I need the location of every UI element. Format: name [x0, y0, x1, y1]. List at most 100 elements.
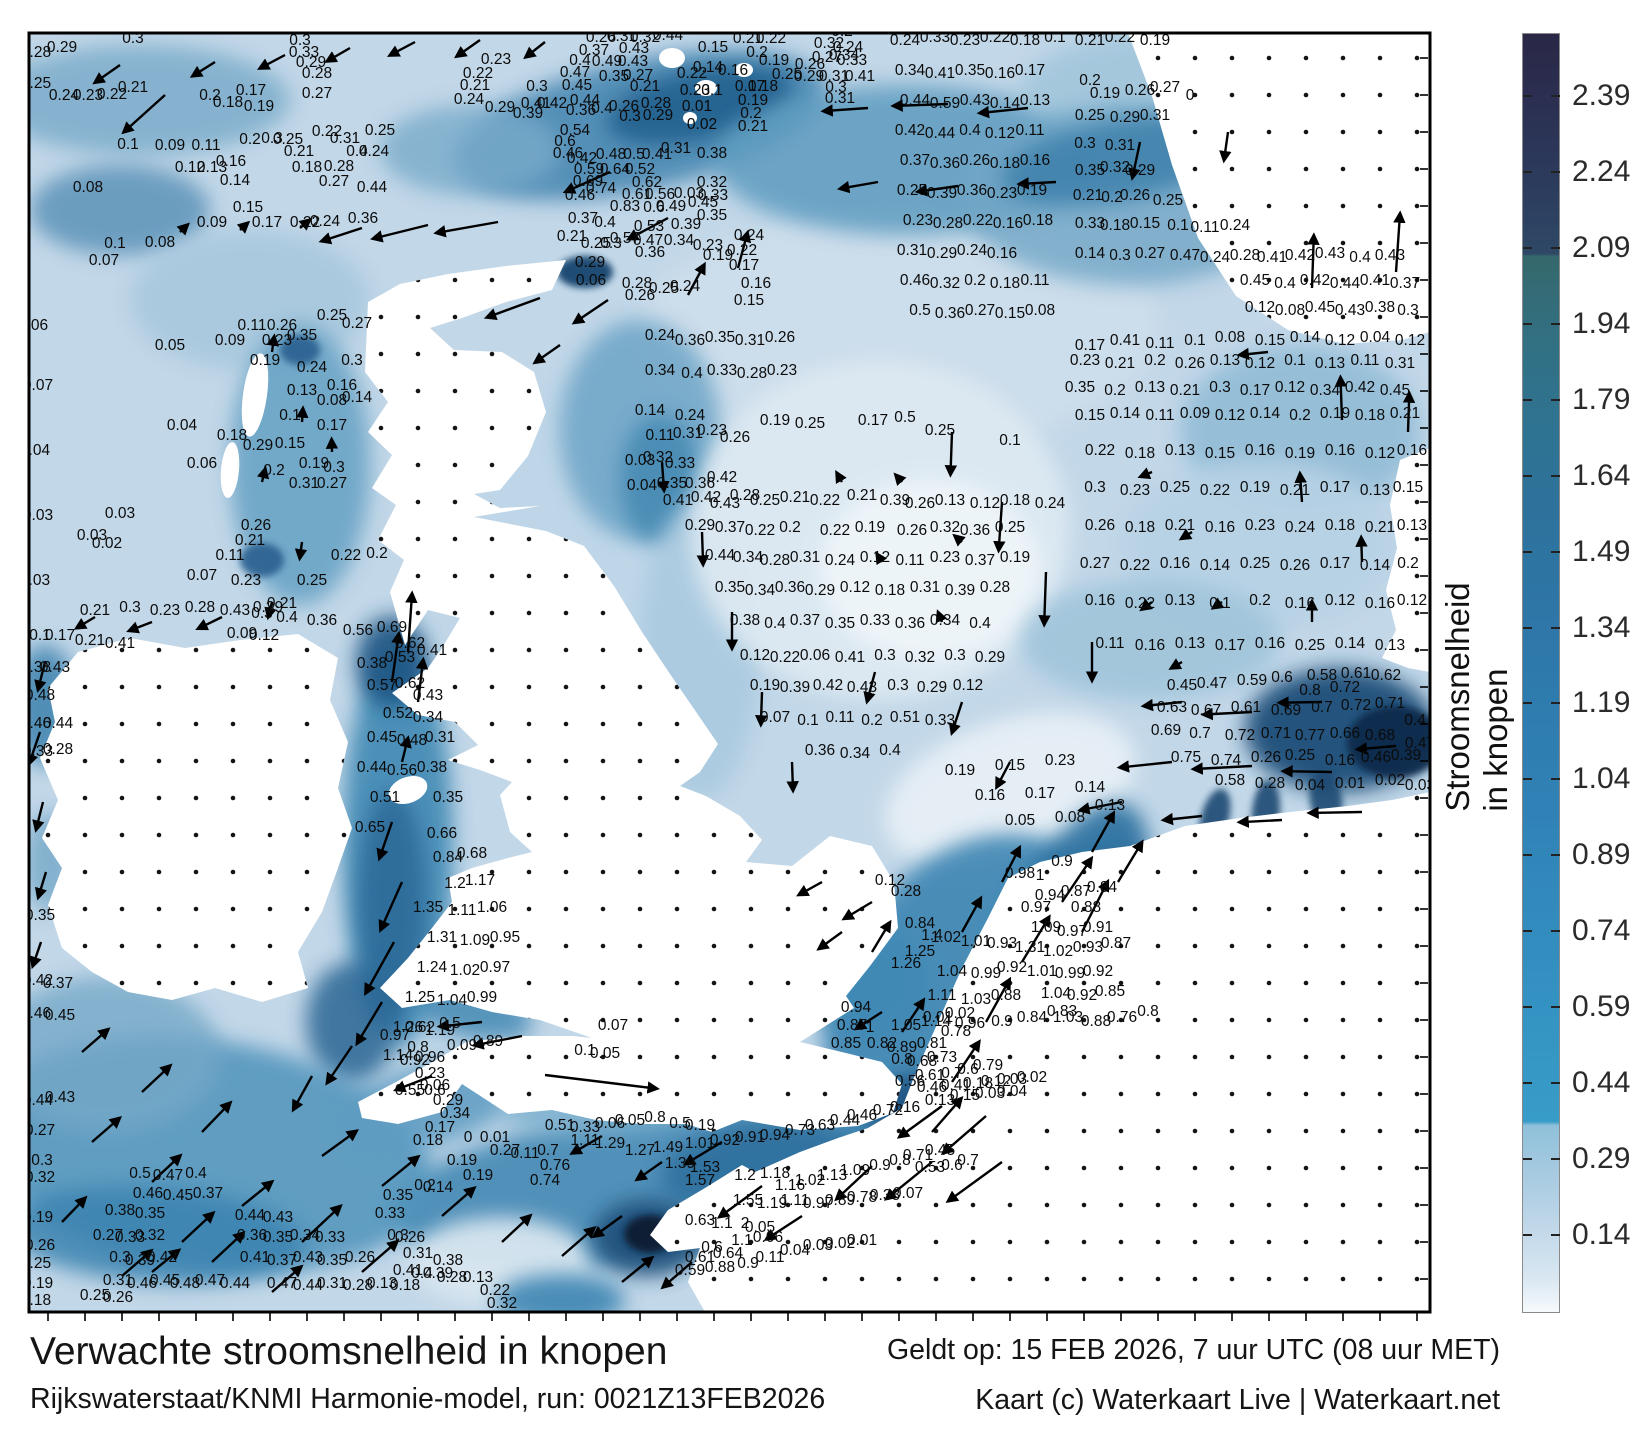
svg-text:1.25: 1.25: [405, 989, 435, 1006]
svg-text:0.3: 0.3: [874, 647, 896, 664]
svg-text:0.16: 0.16: [1285, 595, 1315, 612]
svg-text:0.27: 0.27: [1135, 245, 1165, 262]
svg-text:0.33: 0.33: [665, 455, 695, 472]
svg-text:1.14: 1.14: [921, 1013, 952, 1030]
svg-text:0.39: 0.39: [927, 185, 957, 202]
svg-text:0.32: 0.32: [135, 1227, 165, 1244]
svg-text:0.13: 0.13: [197, 159, 227, 176]
svg-text:0.8: 0.8: [644, 1109, 666, 1126]
svg-text:0.45: 0.45: [150, 1272, 180, 1289]
colorbar-tick-mark: [1551, 322, 1560, 325]
svg-text:0.44: 0.44: [900, 92, 931, 109]
svg-text:0.28: 0.28: [185, 599, 215, 616]
svg-text:0.36: 0.36: [685, 475, 715, 492]
svg-text:0.27: 0.27: [965, 302, 995, 319]
svg-text:0.31: 0.31: [1385, 355, 1415, 372]
current-value-labels: 0.280.290.30.250.240.230.220.21 0.20.180.…: [21, 28, 1435, 1312]
svg-text:0.47: 0.47: [1170, 247, 1200, 264]
svg-text:0.4: 0.4: [1404, 712, 1426, 729]
svg-text:0.94: 0.94: [1035, 887, 1066, 904]
orkney-island: [735, 63, 753, 77]
svg-text:0.24: 0.24: [1285, 519, 1316, 536]
svg-text:0.19: 0.19: [1285, 445, 1315, 462]
svg-text:0.23: 0.23: [767, 362, 797, 379]
svg-text:0.19: 0.19: [447, 1152, 477, 1169]
svg-text:0.26: 0.26: [25, 1237, 55, 1254]
svg-text:0.28: 0.28: [437, 1269, 467, 1286]
svg-text:0.11: 0.11: [510, 1145, 539, 1162]
svg-text:0.31: 0.31: [289, 475, 319, 492]
svg-text:0.88: 0.88: [1081, 1013, 1111, 1030]
svg-text:0.26: 0.26: [795, 56, 825, 73]
svg-text:0.24: 0.24: [1220, 217, 1251, 234]
svg-text:0.1: 0.1: [1284, 352, 1306, 369]
svg-text:0.12: 0.12: [875, 872, 905, 889]
svg-text:0.28: 0.28: [730, 487, 760, 504]
svg-text:0.4: 0.4: [681, 365, 703, 382]
svg-text:1.02: 1.02: [1043, 943, 1073, 960]
svg-text:0.85: 0.85: [1095, 983, 1125, 1000]
colorbar-tick-mark: [1551, 1006, 1560, 1009]
svg-text:0.46: 0.46: [21, 715, 51, 732]
svg-text:0.11: 0.11: [191, 137, 220, 154]
svg-text:0.35: 0.35: [287, 327, 317, 344]
svg-text:0.21: 0.21: [267, 595, 297, 612]
svg-text:0.61: 0.61: [1341, 665, 1371, 682]
svg-text:0.35: 0.35: [135, 1205, 165, 1222]
svg-text:0.89: 0.89: [825, 1192, 855, 1209]
colorbar-tick-mark: [1551, 95, 1560, 97]
svg-text:0.16: 0.16: [1325, 442, 1355, 459]
svg-text:0.33: 0.33: [837, 52, 867, 69]
svg-text:0.22: 0.22: [727, 242, 757, 259]
svg-text:0.33: 0.33: [23, 743, 53, 760]
svg-text:0.42: 0.42: [707, 469, 737, 486]
svg-text:0.16: 0.16: [718, 62, 748, 79]
svg-text:0.33: 0.33: [115, 1229, 145, 1246]
svg-text:0.25: 0.25: [1160, 479, 1190, 496]
svg-text:0.22: 0.22: [745, 522, 775, 539]
colorbar-tick-mark: [1523, 246, 1532, 249]
svg-text:0.44: 0.44: [357, 179, 388, 196]
svg-text:0.33: 0.33: [707, 362, 737, 379]
svg-text:0.21: 0.21: [733, 30, 763, 47]
svg-text:0.23: 0.23: [697, 422, 727, 439]
svg-text:0.35: 0.35: [657, 475, 687, 492]
svg-text:0.48: 0.48: [596, 146, 626, 163]
svg-text:0.18: 0.18: [217, 427, 247, 444]
svg-text:0.36: 0.36: [935, 305, 965, 322]
svg-text:0.22: 0.22: [290, 214, 320, 231]
colorbar-tick-label: 0.44: [1572, 1066, 1631, 1100]
svg-text:0.31: 0.31: [607, 28, 637, 45]
svg-text:0.34: 0.34: [413, 709, 444, 726]
svg-text:1.2: 1.2: [444, 875, 466, 892]
svg-text:0.8: 0.8: [891, 1051, 913, 1068]
svg-text:0.03: 0.03: [23, 507, 53, 524]
svg-text:0.32: 0.32: [930, 519, 960, 536]
svg-text:1.35: 1.35: [413, 899, 443, 916]
svg-text:0.2: 0.2: [366, 545, 388, 562]
svg-text:0.62: 0.62: [1371, 667, 1401, 684]
svg-text:0.21: 0.21: [118, 79, 148, 96]
svg-text:0.65: 0.65: [355, 819, 385, 836]
svg-text:0.26: 0.26: [765, 329, 795, 346]
svg-text:0.8: 0.8: [889, 1152, 911, 1169]
svg-text:0.14: 0.14: [1110, 405, 1141, 422]
svg-text:0.43: 0.43: [619, 40, 649, 57]
svg-text:0.27: 0.27: [490, 1142, 520, 1159]
svg-text:0.03: 0.03: [1405, 777, 1435, 794]
svg-text:0.28: 0.28: [1230, 247, 1260, 264]
svg-text:0.43: 0.43: [1335, 302, 1365, 319]
svg-text:0: 0: [464, 1129, 473, 1146]
svg-text:0.26: 0.26: [345, 1249, 375, 1266]
svg-text:0.31: 0.31: [673, 425, 703, 442]
svg-text:1.09: 1.09: [460, 932, 490, 949]
svg-text:1: 1: [1036, 867, 1045, 884]
svg-text:0.92: 0.92: [1083, 963, 1113, 980]
svg-text:0.36: 0.36: [348, 210, 378, 227]
svg-text:0.16: 0.16: [1085, 592, 1115, 609]
svg-text:0.24: 0.24: [957, 242, 988, 259]
svg-text:0.21: 0.21: [738, 118, 768, 135]
svg-text:0.03: 0.03: [77, 527, 107, 544]
svg-text:0.37: 0.37: [965, 552, 995, 569]
svg-text:0.04: 0.04: [167, 417, 198, 434]
